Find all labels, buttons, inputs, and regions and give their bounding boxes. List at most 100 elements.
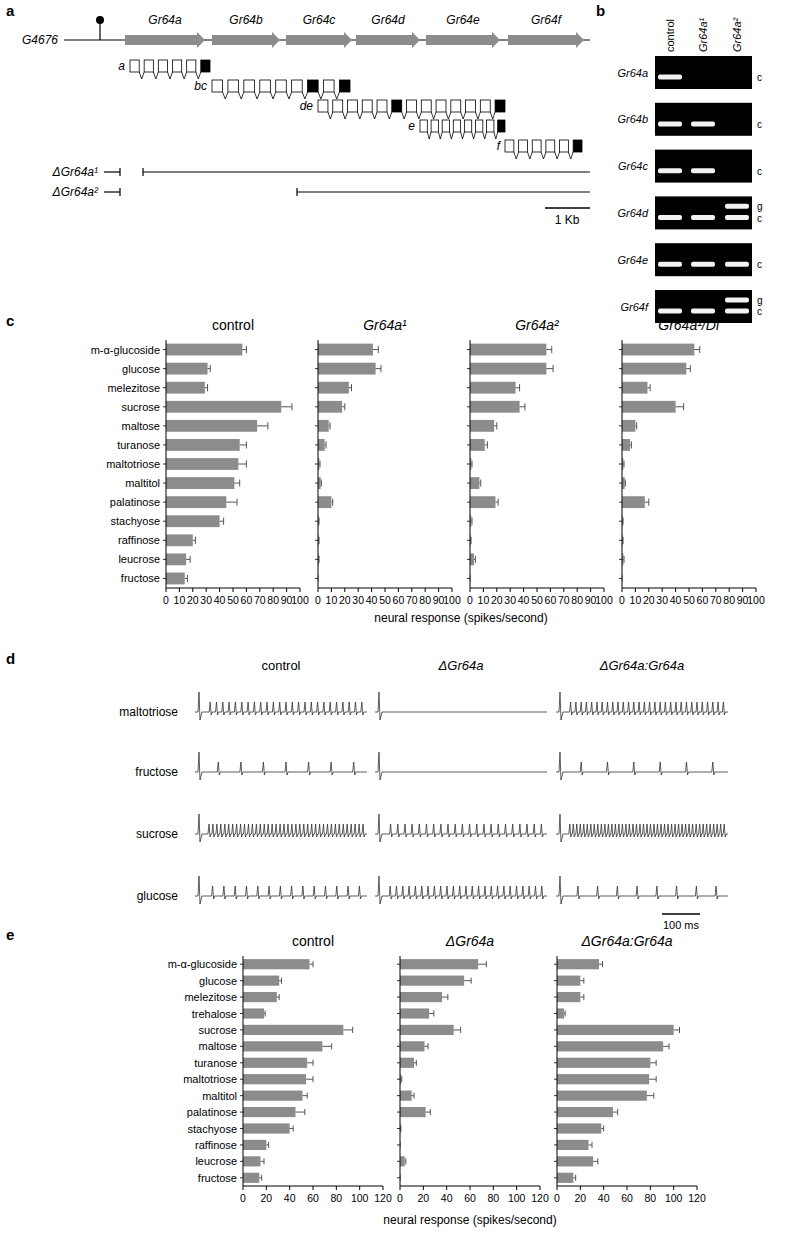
panel-letter: e (6, 926, 14, 943)
intron (270, 92, 275, 99)
error-cap (524, 403, 525, 410)
error-bar (373, 346, 378, 353)
spike-trace (375, 876, 547, 904)
error-bar (425, 1043, 429, 1049)
error-cap (313, 961, 314, 967)
x-tick (289, 1186, 290, 1190)
error-line (694, 349, 699, 350)
spike-trace (195, 692, 367, 720)
error-line (296, 1112, 305, 1113)
deletion-end (119, 168, 120, 176)
x-tick-label: 120 (374, 1192, 392, 1204)
exon (292, 80, 303, 92)
error-bar (647, 1093, 654, 1099)
x-tick-label: 40 (366, 594, 378, 606)
intron (254, 92, 259, 99)
error-cap (575, 1175, 576, 1181)
intron (182, 72, 187, 79)
x-tick-label: 20 (417, 1192, 429, 1204)
gene-label: Gr64a (148, 13, 182, 27)
error-bar (478, 961, 486, 967)
x-tick-label: 40 (598, 1192, 610, 1204)
x-tick-label: 40 (284, 1192, 296, 1204)
spike-trace (375, 814, 547, 842)
error-bar (322, 1043, 331, 1049)
panel-letter: a (6, 2, 15, 19)
x-tick-label: 30 (200, 594, 212, 606)
bar-chart: Gr64a¹0102030405060708090100 (315, 317, 461, 606)
spike-trace (195, 814, 367, 842)
intron (239, 92, 244, 99)
bar (557, 1091, 647, 1101)
band-label: c (757, 119, 762, 130)
bar (243, 959, 310, 969)
error-cap (603, 1125, 604, 1131)
error-bar (623, 556, 625, 563)
panel-letter: d (6, 650, 15, 667)
error-bar (623, 460, 625, 467)
intron (450, 132, 454, 139)
error-bar (242, 346, 246, 353)
x-tick-label: 0 (163, 594, 169, 606)
bar (400, 1025, 454, 1035)
error-line (645, 502, 649, 503)
x-tick (516, 1186, 517, 1190)
bar (557, 1025, 674, 1035)
error-bar (303, 1093, 308, 1099)
bar (243, 1008, 264, 1018)
exon (495, 100, 505, 112)
gel-band (658, 75, 682, 80)
bar (166, 496, 226, 508)
x-tick (470, 1186, 471, 1190)
x-tick-label: 80 (330, 1192, 342, 1204)
error-bar (266, 1142, 268, 1148)
chart-title: ΔGr64a (445, 933, 495, 949)
bar (243, 1041, 322, 1051)
chart-title: Gr64a¹ (363, 317, 407, 333)
y-axis (400, 956, 401, 1186)
bar (166, 363, 208, 375)
error-cap (480, 480, 481, 487)
x-tick-label: 20 (260, 1192, 272, 1204)
gel-band (725, 215, 749, 220)
insertion-stem (99, 22, 100, 40)
error-line (238, 464, 246, 465)
error-bar (580, 994, 584, 1000)
x-tick (742, 588, 743, 592)
error-bar (686, 365, 690, 372)
x-tick (219, 588, 220, 592)
error-bar (580, 978, 584, 984)
error-bar (516, 384, 520, 391)
x-tick (438, 588, 439, 592)
bar (318, 344, 373, 356)
x-tick (675, 588, 676, 592)
error-bar (342, 403, 345, 410)
x-tick-label: 50 (683, 594, 695, 606)
error-bar (320, 480, 322, 487)
x-tick-label: 40 (441, 1192, 453, 1204)
transcript-label: a (118, 59, 125, 73)
chart-title: Gr64a² (515, 317, 560, 333)
error-cap (669, 1043, 670, 1049)
x-tick-label: 30 (352, 594, 364, 606)
error-bar (674, 1027, 680, 1033)
error-cap (237, 499, 238, 506)
error-line (464, 980, 471, 981)
axis-title: neural response (spikes/second) (374, 611, 547, 625)
scale-bar-label: 100 ms (663, 919, 700, 931)
bar (243, 1025, 343, 1035)
error-line (647, 1095, 654, 1096)
intron (153, 72, 158, 79)
error-bar (193, 537, 196, 544)
gel-band (691, 262, 715, 267)
intron (527, 152, 532, 159)
error-cap (679, 1027, 680, 1033)
error-line (226, 502, 237, 503)
error-bar (647, 384, 650, 391)
intron (402, 112, 407, 119)
bar (166, 477, 234, 489)
category-label: palatinose (187, 1106, 237, 1118)
y-axis (166, 340, 167, 588)
traces: controlΔGr64aΔGr64a:Gr64amaltotriosefruc… (119, 658, 728, 931)
error-cap (313, 1060, 314, 1066)
